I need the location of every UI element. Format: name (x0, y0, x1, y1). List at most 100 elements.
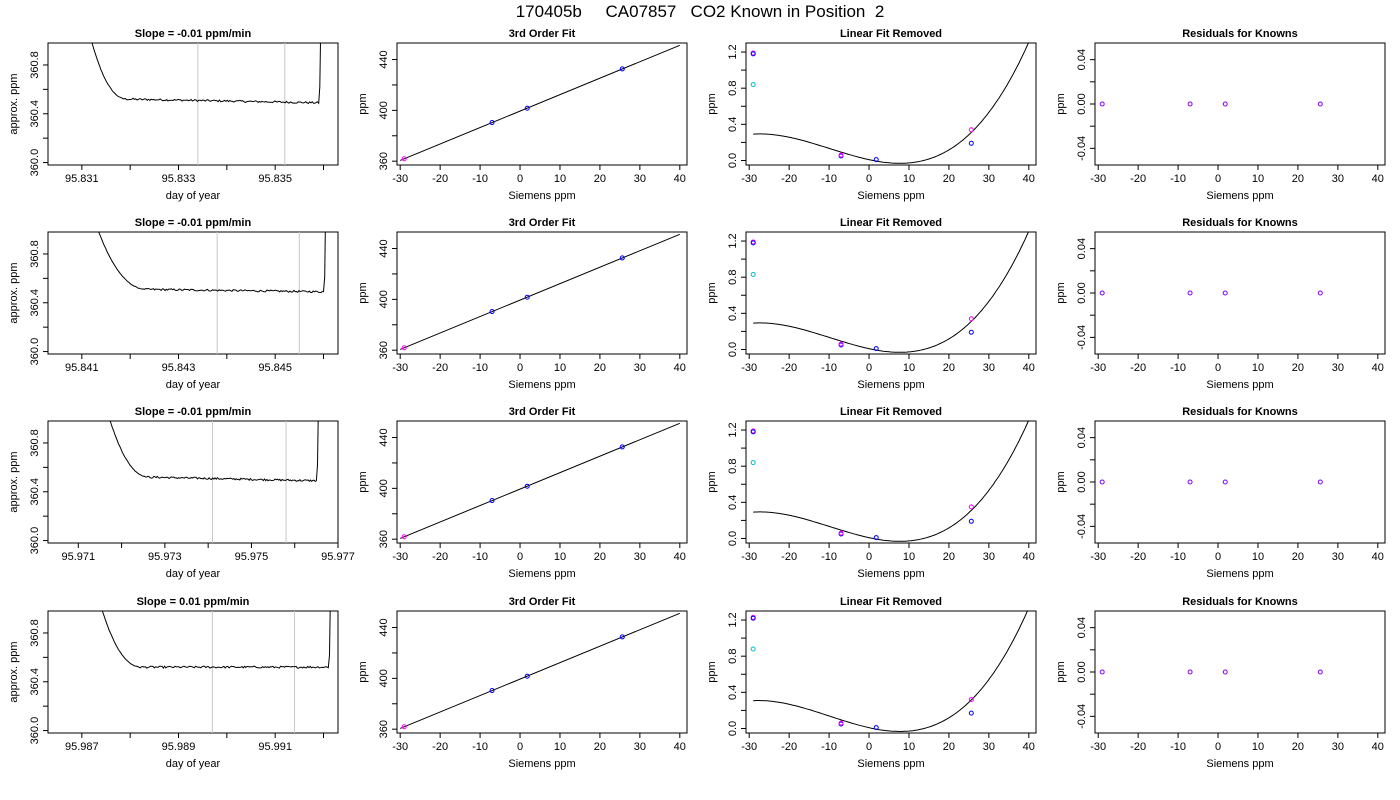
plot-frame (47, 420, 339, 544)
panel-title: Linear Fit Removed (840, 596, 942, 608)
x-tick-label: 0 (866, 173, 872, 185)
plot-frame (47, 231, 339, 355)
y-tick-label: 360.0 (29, 717, 41, 745)
panel-r3-c1: Slope = -0.01 ppm/min day of year approx. … (8, 406, 355, 580)
y-tick-label: 1.2 (727, 233, 739, 248)
x-tick-label: 0 (1215, 173, 1221, 185)
data-point (1317, 479, 1323, 485)
x-tick-label: 20 (594, 362, 606, 374)
y-tick-label: 400 (378, 101, 390, 119)
y-tick-label: 360.8 (29, 240, 41, 268)
residual-curve (753, 611, 1028, 733)
residual-curve (753, 421, 1029, 542)
x-tick-label: -10 (1170, 551, 1186, 563)
data-point (1099, 479, 1105, 485)
data-point (619, 444, 625, 450)
plot-area (400, 612, 681, 730)
panel-title: Residuals for Knowns (1182, 28, 1298, 40)
x-tick-label: -30 (392, 362, 408, 374)
data-point (1222, 101, 1228, 107)
data-point (1187, 290, 1193, 296)
plot-area (750, 232, 1029, 353)
x-axis-label: Siemens ppm (508, 758, 575, 770)
data-point (1099, 101, 1105, 107)
y-tick-label: 360.0 (29, 149, 41, 177)
x-tick-label: 0 (517, 741, 523, 753)
x-axis-label: Siemens ppm (1206, 190, 1273, 202)
y-tick-label: 0.4 (727, 117, 739, 132)
data-point (750, 51, 756, 57)
x-tick-label: -10 (472, 173, 488, 185)
x-axis-label: Siemens ppm (1206, 379, 1273, 391)
y-tick-label: 0.04 (1076, 49, 1088, 70)
y-tick-label: 0.4 (727, 306, 739, 321)
x-tick-label: 20 (943, 741, 955, 753)
x-tick-label: -30 (1090, 362, 1106, 374)
x-tick-label: 40 (1023, 173, 1035, 185)
y-tick-label: 0.4 (727, 495, 739, 510)
y-tick-label: 0.04 (1076, 238, 1088, 259)
y-tick-label: 0.00 (1076, 471, 1088, 492)
plot-area (101, 611, 331, 733)
y-tick-label: 0.8 (727, 81, 739, 96)
panel-r4-c3: Linear Fit Removed Siemens ppm ppm -30 -20 -1… (706, 596, 1037, 770)
y-tick-label: 0.00 (1076, 282, 1088, 303)
panel-title: Slope = -0.01 ppm/min (135, 217, 252, 229)
ppm-trace-line (91, 43, 321, 105)
y-tick-label: 0.4 (727, 685, 739, 700)
x-tick-label: 95.971 (61, 551, 95, 563)
x-tick-label: -10 (1170, 173, 1186, 185)
x-tick-label: -20 (1130, 173, 1146, 185)
data-point (750, 646, 756, 652)
data-point (838, 530, 844, 536)
panel-title: Linear Fit Removed (840, 28, 942, 40)
data-point (873, 346, 879, 352)
data-point (619, 66, 625, 72)
x-tick-label: 95.845 (258, 362, 292, 374)
x-axis-label: Siemens ppm (508, 379, 575, 391)
panel-r4-c4: Residuals for Knowns Siemens ppm ppm -30 -20… (1055, 596, 1386, 770)
panel-r3-c4: Residuals for Knowns Siemens ppm ppm -30 -20… (1055, 406, 1386, 580)
x-axis-label: day of year (166, 379, 221, 391)
x-tick-label: 95.977 (321, 551, 355, 563)
plot-frame (1094, 231, 1386, 355)
x-tick-label: -30 (741, 741, 757, 753)
x-tick-label: 40 (1023, 362, 1035, 374)
x-tick-label: 95.835 (258, 173, 292, 185)
ppm-trace-line (109, 421, 319, 483)
plot-frame (1094, 420, 1386, 544)
x-tick-label: 30 (634, 173, 646, 185)
y-tick-label: 360.8 (29, 429, 41, 457)
y-axis-label: ppm (706, 661, 718, 682)
x-tick-label: 40 (1023, 741, 1035, 753)
data-point (1222, 479, 1228, 485)
x-tick-label: 0 (866, 362, 872, 374)
data-point (968, 127, 974, 133)
panel-r1-c1: Slope = -0.01 ppm/min day of year approx. … (8, 28, 339, 202)
data-point (1222, 669, 1228, 675)
ppm-trace-line (98, 232, 326, 294)
plot-area (750, 43, 1029, 164)
x-tick-label: -20 (432, 173, 448, 185)
x-tick-label: 95.841 (65, 362, 99, 374)
x-tick-label: 40 (674, 362, 686, 374)
y-tick-label: 360.8 (29, 51, 41, 79)
x-tick-label: -20 (781, 173, 797, 185)
panel-r3-c2: 3rd Order Fit Siemens ppm ppm -30 -20 -10 0 10 2… (357, 406, 688, 580)
data-point (401, 156, 407, 162)
x-tick-label: 95.987 (65, 741, 99, 753)
x-tick-label: -20 (1130, 362, 1146, 374)
fit-line (400, 612, 681, 729)
x-tick-label: 10 (1252, 551, 1264, 563)
data-point (1187, 101, 1193, 107)
x-tick-label: 20 (943, 551, 955, 563)
data-point (968, 710, 974, 716)
x-tick-label: 0 (866, 741, 872, 753)
x-axis-label: Siemens ppm (508, 190, 575, 202)
y-tick-label: 360.0 (29, 338, 41, 366)
data-point (1317, 669, 1323, 675)
data-point (968, 518, 974, 524)
panel-r1-c4: Residuals for Knowns Siemens ppm ppm -30 -20… (1055, 28, 1386, 202)
x-tick-label: -10 (821, 741, 837, 753)
x-axis-label: Siemens ppm (857, 190, 924, 202)
